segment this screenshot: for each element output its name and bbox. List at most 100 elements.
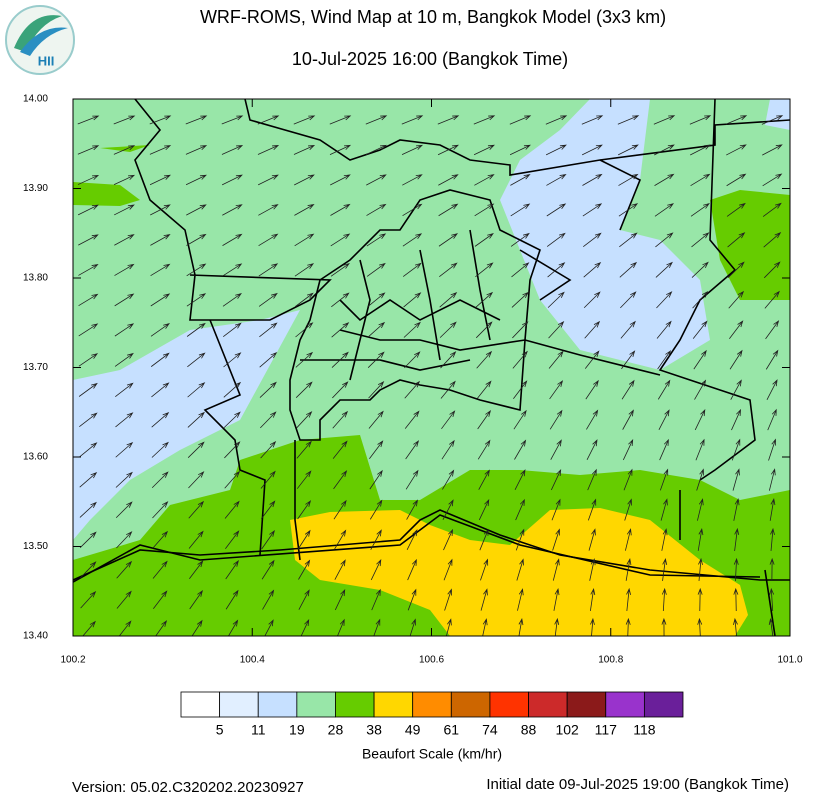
wind-arrow bbox=[404, 351, 421, 369]
wind-arrow bbox=[401, 144, 424, 156]
wind-arrow bbox=[222, 233, 243, 246]
wind-arrow bbox=[769, 498, 776, 521]
wind-arrow bbox=[516, 558, 524, 581]
wind-arrow bbox=[186, 293, 207, 307]
wind-arrow bbox=[518, 618, 524, 636]
wind-arrow bbox=[332, 381, 349, 399]
wind-arrow bbox=[77, 174, 100, 185]
wind-arrow bbox=[114, 293, 135, 307]
wind-arrow bbox=[367, 292, 386, 308]
wind-arrow bbox=[403, 292, 422, 308]
wind-arrow bbox=[513, 409, 527, 430]
wind-arrow bbox=[330, 203, 351, 216]
wind-arrow bbox=[402, 233, 423, 247]
wind-arrow bbox=[150, 234, 171, 246]
y-tick-label: 13.60 bbox=[23, 452, 48, 463]
wind-arrow bbox=[622, 438, 634, 461]
wind-arrow bbox=[514, 439, 527, 460]
wind-arrow bbox=[221, 174, 243, 186]
wind-arrow bbox=[78, 323, 99, 337]
wind-arrow bbox=[261, 500, 276, 519]
wind-arrow bbox=[473, 115, 496, 125]
wind-arrow bbox=[151, 412, 170, 428]
wind-arrow bbox=[222, 263, 243, 277]
wind-arrow bbox=[588, 528, 596, 551]
wind-arrow bbox=[765, 320, 780, 340]
wind-arrow bbox=[620, 291, 637, 309]
wind-arrow bbox=[621, 379, 635, 400]
wind-arrow bbox=[477, 439, 491, 460]
wind-arrow bbox=[546, 232, 566, 247]
wind-arrow bbox=[407, 588, 417, 611]
wind-arrow bbox=[444, 588, 453, 611]
wind-arrow bbox=[79, 471, 98, 488]
wind-arrow bbox=[661, 587, 667, 612]
version: Version: 05.02.C320202.20230927 bbox=[72, 779, 304, 796]
wind-arrow bbox=[115, 412, 134, 428]
wind-arrow bbox=[329, 144, 352, 155]
wind-arrow bbox=[257, 174, 279, 186]
wind-arrow bbox=[728, 290, 745, 309]
wind-arrow bbox=[658, 409, 670, 430]
wind-arrow bbox=[366, 174, 387, 186]
x-tick-label: 100.6 bbox=[419, 655, 444, 666]
wind-arrow bbox=[766, 379, 778, 400]
y-tick-label: 14.00 bbox=[23, 94, 48, 105]
wind-arrow bbox=[114, 263, 135, 276]
wind-arrow bbox=[188, 500, 205, 519]
wind-arrow bbox=[368, 381, 385, 399]
colorbar-box bbox=[412, 691, 452, 718]
wind-arrow bbox=[761, 115, 784, 125]
wind-arrow bbox=[223, 381, 242, 398]
wind-arrow bbox=[225, 589, 239, 610]
x-tick-label: 100.4 bbox=[240, 655, 265, 666]
wind-arrow bbox=[188, 530, 204, 549]
wind-arrow bbox=[762, 173, 783, 187]
colorbar-box bbox=[605, 691, 645, 718]
wind-arrow bbox=[662, 557, 668, 581]
wind-arrow bbox=[261, 530, 275, 550]
wind-arrow bbox=[368, 410, 384, 429]
wind-arrow bbox=[763, 261, 781, 279]
wind-arrow bbox=[654, 144, 675, 156]
wind-arrow bbox=[405, 440, 420, 460]
wind-arrow bbox=[260, 411, 277, 429]
wind-arrow bbox=[655, 232, 674, 248]
wind-arrow bbox=[186, 233, 207, 246]
wind-arrow bbox=[79, 531, 97, 548]
wind-arrow bbox=[332, 410, 349, 429]
wind-arrow bbox=[510, 232, 530, 247]
wind-arrow bbox=[371, 588, 381, 611]
logo-leaf bbox=[20, 27, 68, 56]
wind-arrow bbox=[474, 232, 494, 247]
y-tick-label: 13.90 bbox=[23, 183, 48, 194]
wind-arrow bbox=[297, 529, 311, 550]
colorbar-box bbox=[528, 691, 568, 718]
wind-arrow bbox=[115, 501, 133, 519]
wind-arrow bbox=[661, 528, 668, 551]
wind-arrow bbox=[694, 409, 706, 431]
wind-arrow bbox=[584, 350, 600, 369]
wind-arrow bbox=[474, 174, 495, 186]
wind-arrow bbox=[337, 618, 345, 636]
wind-arrow bbox=[150, 263, 171, 277]
wind-arrow bbox=[545, 144, 567, 156]
wind-arrow bbox=[370, 529, 382, 550]
x-tick-label: 100.8 bbox=[598, 655, 623, 666]
wind-arrow bbox=[477, 410, 492, 430]
wind-arrow bbox=[225, 530, 240, 550]
wind-arrow bbox=[366, 262, 386, 277]
wind-arrow bbox=[439, 292, 458, 308]
wind-arrow bbox=[655, 261, 673, 278]
wind-arrow bbox=[224, 500, 240, 519]
wind-arrow bbox=[370, 559, 382, 581]
wind-arrow bbox=[113, 115, 136, 125]
wind-arrow bbox=[475, 291, 494, 308]
wind-arrow bbox=[115, 382, 134, 398]
wind-arrow bbox=[331, 292, 350, 308]
y-tick-label: 13.50 bbox=[23, 541, 48, 552]
wind-arrow bbox=[622, 409, 634, 430]
wind-arrow bbox=[331, 351, 349, 368]
wind-arrow bbox=[768, 468, 776, 491]
wind-arrow bbox=[698, 557, 703, 581]
